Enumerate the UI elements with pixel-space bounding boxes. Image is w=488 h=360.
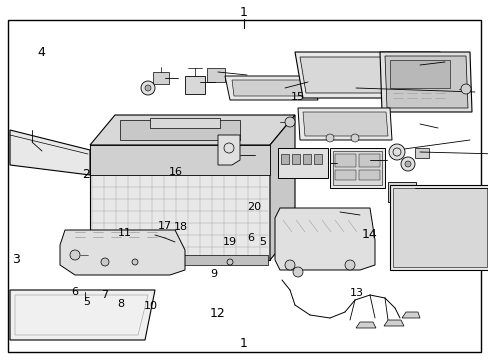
Text: 11: 11 xyxy=(118,228,131,238)
Polygon shape xyxy=(10,290,155,340)
Polygon shape xyxy=(401,312,419,318)
Bar xyxy=(389,60,449,88)
Circle shape xyxy=(285,260,294,270)
Bar xyxy=(153,72,169,84)
Circle shape xyxy=(285,117,294,127)
Bar xyxy=(414,148,428,158)
Polygon shape xyxy=(231,80,313,96)
Text: 5: 5 xyxy=(259,237,266,247)
Polygon shape xyxy=(384,56,467,108)
Text: 8: 8 xyxy=(117,299,124,309)
Bar xyxy=(329,148,384,188)
Circle shape xyxy=(70,250,80,260)
Circle shape xyxy=(145,85,151,91)
Polygon shape xyxy=(90,145,269,175)
Text: 4: 4 xyxy=(38,46,45,59)
Bar xyxy=(278,148,327,178)
Bar xyxy=(390,185,412,199)
Circle shape xyxy=(226,259,232,265)
Bar xyxy=(358,170,379,180)
Polygon shape xyxy=(355,322,375,328)
Text: 1: 1 xyxy=(240,5,247,18)
Text: 7: 7 xyxy=(102,290,108,300)
Text: 6: 6 xyxy=(246,233,253,243)
Text: 6: 6 xyxy=(71,287,78,297)
Bar xyxy=(291,154,299,164)
Text: 1: 1 xyxy=(239,337,247,350)
Text: 20: 20 xyxy=(247,202,261,212)
Polygon shape xyxy=(218,135,240,165)
Text: 9: 9 xyxy=(210,269,217,279)
Text: 14: 14 xyxy=(361,228,376,240)
Circle shape xyxy=(101,258,109,266)
Polygon shape xyxy=(92,255,267,265)
Bar xyxy=(313,154,321,164)
Circle shape xyxy=(325,134,333,142)
Bar xyxy=(281,154,288,164)
Polygon shape xyxy=(299,57,441,93)
Polygon shape xyxy=(10,130,90,175)
Polygon shape xyxy=(269,115,294,260)
Text: 10: 10 xyxy=(143,301,157,311)
Text: 18: 18 xyxy=(174,222,187,232)
Text: 13: 13 xyxy=(349,288,363,298)
Polygon shape xyxy=(120,120,240,140)
Circle shape xyxy=(292,267,303,277)
Bar xyxy=(358,154,379,167)
Text: 19: 19 xyxy=(223,237,236,247)
Bar xyxy=(184,76,204,94)
Polygon shape xyxy=(90,115,294,145)
Bar xyxy=(206,68,224,82)
Circle shape xyxy=(350,134,358,142)
Circle shape xyxy=(388,144,404,160)
Polygon shape xyxy=(274,208,374,270)
Polygon shape xyxy=(297,108,391,140)
Circle shape xyxy=(400,157,414,171)
Polygon shape xyxy=(90,145,269,260)
Polygon shape xyxy=(383,320,403,326)
Circle shape xyxy=(404,161,410,167)
Bar xyxy=(332,151,381,185)
Text: 3: 3 xyxy=(12,253,20,266)
Text: 2: 2 xyxy=(81,168,89,181)
Bar xyxy=(387,182,415,202)
Polygon shape xyxy=(224,76,317,100)
Circle shape xyxy=(141,81,155,95)
Bar xyxy=(334,154,355,167)
Polygon shape xyxy=(60,230,184,275)
Text: 15: 15 xyxy=(291,92,305,102)
Circle shape xyxy=(132,259,138,265)
Polygon shape xyxy=(303,112,387,136)
Circle shape xyxy=(345,260,354,270)
Bar xyxy=(303,154,310,164)
Text: 5: 5 xyxy=(83,297,90,307)
Polygon shape xyxy=(150,118,220,128)
Circle shape xyxy=(460,84,470,94)
Polygon shape xyxy=(379,52,471,112)
Bar xyxy=(334,170,355,180)
Text: 17: 17 xyxy=(158,221,171,231)
Bar xyxy=(392,188,486,267)
Text: 16: 16 xyxy=(169,167,183,177)
Text: 12: 12 xyxy=(209,307,225,320)
Polygon shape xyxy=(294,52,447,98)
Bar xyxy=(389,185,488,270)
